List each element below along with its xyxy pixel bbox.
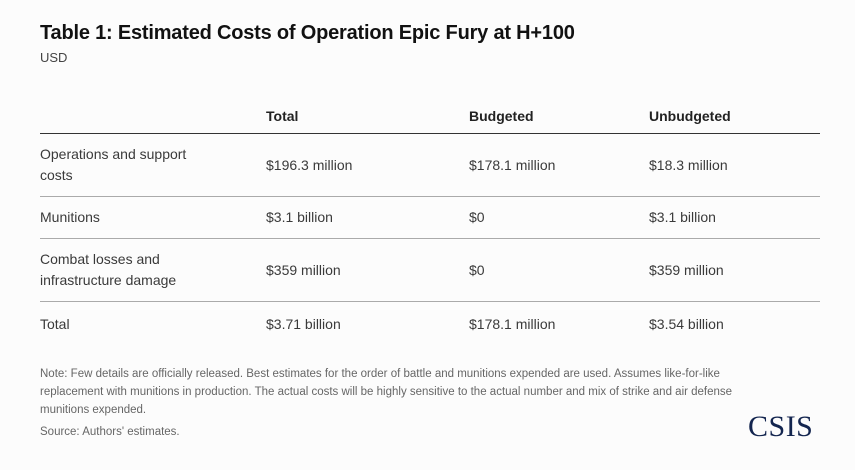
table-row: Combat losses and infrastructure damage … — [40, 239, 820, 302]
table-cell: $178.1 million — [469, 316, 556, 332]
row-label: Total — [40, 316, 70, 332]
table-source: Source: Authors' estimates. — [40, 426, 180, 438]
cost-table: Total Budgeted Unbudgeted Operations and… — [40, 100, 820, 347]
table-row-total: Total $3.71 billion $178.1 million $3.54… — [40, 302, 820, 347]
header-cell-unbudgeted: Unbudgeted — [649, 108, 731, 124]
table-cell: $196.3 million — [266, 156, 353, 173]
table-row: Munitions $3.1 billion $0 $3.1 billion — [40, 197, 820, 239]
table-cell: $3.1 billion — [649, 209, 716, 225]
row-label: Operations and support costs — [40, 146, 187, 183]
table-cell: $0 — [469, 209, 485, 225]
table-cell: $3.71 billion — [266, 316, 341, 332]
table-note: Note: Few details are officially release… — [40, 368, 733, 416]
table-cell: $3.1 billion — [266, 209, 333, 225]
table-cell: $3.54 billion — [649, 316, 724, 332]
header-cell-total: Total — [266, 108, 299, 124]
table-cell: $359 million — [266, 261, 341, 278]
header-cell-budgeted: Budgeted — [469, 108, 534, 124]
row-label: Munitions — [40, 209, 100, 225]
row-label: Combat losses and infrastructure damage — [40, 251, 177, 288]
table-title: Table 1: Estimated Costs of Operation Ep… — [40, 22, 575, 44]
csis-logo: CSIS — [748, 410, 814, 443]
table-cell: $0 — [469, 261, 485, 278]
table-cell: $18.3 million — [649, 156, 728, 173]
table-cell: $178.1 million — [469, 156, 556, 173]
table-cell: $359 million — [649, 261, 724, 278]
table-row: Operations and support costs $196.3 mill… — [40, 134, 820, 197]
table-header-row: Total Budgeted Unbudgeted — [40, 100, 820, 134]
table-subtitle: USD — [40, 50, 68, 65]
